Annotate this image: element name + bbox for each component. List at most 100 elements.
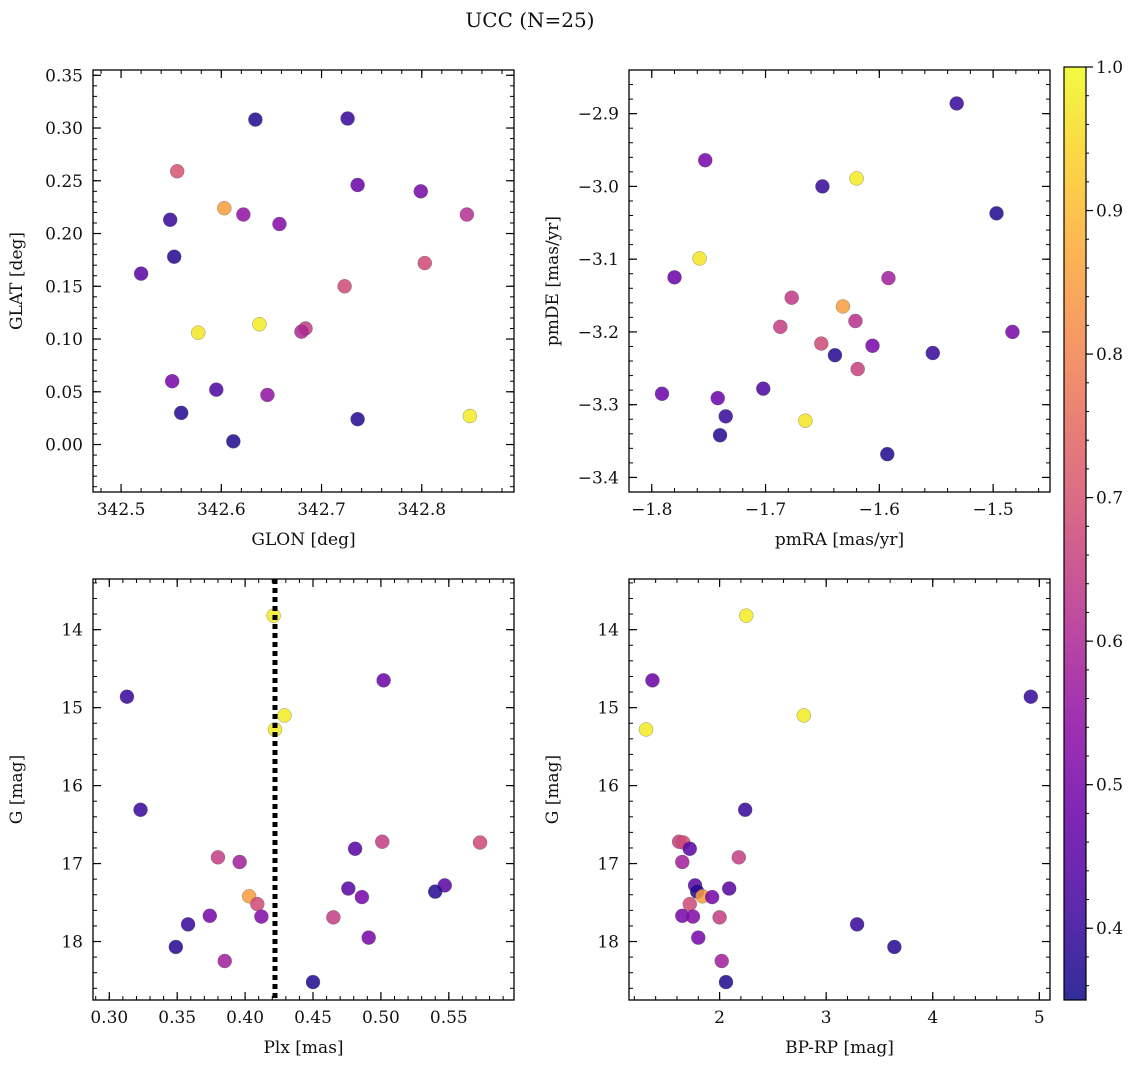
scatter-point [654, 386, 670, 402]
scatter-point [827, 347, 843, 363]
scatter-point [1005, 324, 1020, 340]
y-tick-label: 15 [61, 699, 83, 719]
scatter-point [756, 381, 771, 396]
scatter-point [162, 212, 178, 228]
scatter-point [472, 835, 488, 850]
y-axis-label: GLAT [deg] [7, 232, 27, 330]
scatter-point [691, 930, 706, 945]
scatter-point [784, 290, 799, 305]
figure-title: UCC (N=25) [465, 8, 594, 32]
colorbar-tick-label: 0.8 [1096, 345, 1123, 365]
panel-cmd: 2 3 4 5 14 15 16 17 18 BP-RP [mag] G [mag] [543, 578, 1051, 1058]
scatter-point [773, 319, 788, 335]
y-tick-label: −3.2 [578, 323, 619, 343]
axes-frame [92, 578, 515, 1001]
y-tick-label: 0.35 [45, 66, 83, 86]
colorbar-tick-label: 1.0 [1096, 58, 1123, 78]
scatter-point [685, 909, 701, 924]
scatter-point [721, 881, 737, 896]
y-tick-label: 15 [597, 699, 619, 719]
y-tick-label: 0.30 [45, 119, 83, 139]
scatter-point [202, 908, 218, 924]
scatter-point [796, 708, 812, 723]
scatter-point [180, 917, 196, 932]
scatter-point [164, 373, 180, 389]
x-tick-label: 0.55 [430, 1008, 468, 1028]
scatter-point [168, 939, 184, 955]
x-tick-label: 0.40 [226, 1008, 264, 1028]
scatter-point [254, 909, 269, 924]
y-tick-label: 16 [597, 777, 619, 797]
x-tick-label: 342.7 [297, 500, 346, 520]
scatter-point [375, 834, 390, 849]
scatter-point [949, 96, 964, 111]
scatter-point [252, 317, 267, 332]
colorbar-tick-label: 0.5 [1096, 776, 1123, 796]
scatter-point [1023, 689, 1039, 704]
scatter-point [798, 413, 813, 428]
panel-plx-g: 0.30 0.35 0.40 0.45 0.50 0.55 14 15 16 17 18 Plx [m… [7, 578, 515, 1058]
scatter-point [850, 361, 865, 377]
y-tick-label: −3.0 [578, 177, 619, 197]
scatter-point [645, 673, 660, 688]
y-tick-label: 0.05 [45, 383, 83, 403]
scatter-point [340, 111, 355, 126]
axes-frame [628, 578, 1051, 1001]
scatter-point [697, 152, 713, 168]
scatter-point [682, 841, 698, 857]
x-tick-label: 0.30 [90, 1008, 128, 1028]
scatter-point [341, 881, 356, 896]
scatter-point [166, 249, 182, 264]
x-tick-label: 2 [714, 1008, 725, 1028]
scatter-point [209, 382, 224, 397]
scatter-point [682, 896, 698, 912]
scatter-point [417, 255, 433, 271]
y-tick-label: −2.9 [578, 105, 619, 125]
x-tick-label: −1.5 [972, 500, 1013, 520]
x-tick-label: 342.5 [97, 500, 146, 520]
y-tick-label: 14 [597, 621, 619, 641]
scatter-point [354, 889, 370, 905]
y-axis-label: G [mag] [543, 755, 563, 824]
scatter-point [718, 974, 734, 990]
y-tick-label: 17 [597, 855, 619, 875]
colorbar-tick-label: 0.6 [1096, 632, 1123, 652]
axes-frame [92, 69, 515, 493]
scatter-point [260, 387, 275, 403]
scatter-point [848, 313, 863, 329]
colorbar: 0.4 0.5 0.6 0.7 0.8 0.9 1.0 [1063, 58, 1123, 1001]
y-axis-label: pmDE [mas/yr] [543, 216, 563, 346]
plot-area [638, 608, 1039, 990]
scatter-point [326, 910, 341, 925]
scatter-point [815, 179, 830, 194]
scatter-point [989, 206, 1004, 221]
scatter-point [248, 112, 263, 127]
scatter-point [133, 802, 148, 818]
scatter-point [210, 850, 226, 865]
scatter-point [718, 409, 733, 424]
y-tick-label: 0.15 [45, 277, 83, 297]
y-tick-label: 0.10 [45, 330, 83, 350]
x-tick-label: 342.6 [197, 500, 246, 520]
scatter-point [350, 177, 365, 193]
colorbar-tick-label: 0.4 [1096, 919, 1123, 939]
y-tick-label: 18 [61, 933, 83, 953]
y-tick-label: 18 [597, 933, 619, 953]
scatter-point [169, 164, 185, 179]
plot-area [119, 579, 488, 1000]
scatter-point [714, 953, 729, 969]
scatter-point [459, 207, 475, 222]
x-tick-label: −1.7 [745, 500, 786, 520]
scatter-point [226, 434, 241, 449]
scatter-point [361, 930, 376, 945]
scatter-point [347, 841, 363, 857]
scatter-point [217, 953, 232, 969]
scatter-point [337, 279, 352, 294]
scatter-point [217, 200, 232, 216]
y-tick-label: 0.20 [45, 225, 83, 245]
scatter-point [667, 270, 682, 285]
scatter-point [849, 171, 864, 186]
x-axis-label: pmRA [mas/yr] [775, 530, 904, 550]
scatter-point [738, 608, 754, 623]
axes-frame [628, 69, 1051, 493]
